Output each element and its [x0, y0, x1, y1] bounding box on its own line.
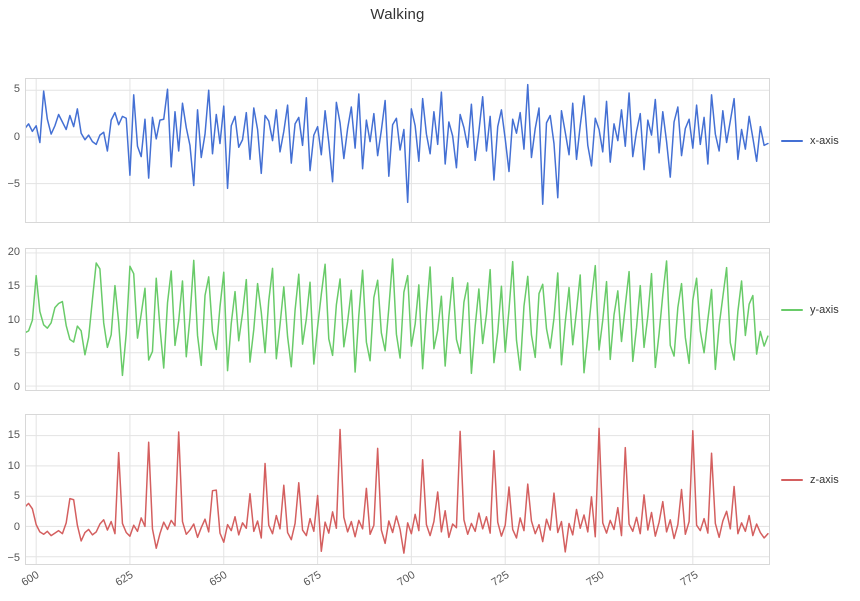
legend-line-icon [781, 139, 803, 142]
x-tick-label: 775 [678, 569, 700, 589]
x-tick-label: 625 [113, 569, 136, 589]
y-tick-label: 10 [7, 313, 20, 326]
legend-y-axis: y-axis [781, 304, 839, 316]
subplot-x-axis [25, 78, 770, 223]
x-tick-label: 750 [583, 569, 606, 589]
y-tick-label: −5 [7, 178, 20, 191]
legend-label: y-axis [810, 303, 839, 316]
legend-line-icon [781, 478, 803, 481]
legend-label: x-axis [810, 134, 839, 147]
y-tick-label: 5 [13, 347, 20, 360]
chart-title: Walking [370, 6, 425, 23]
y-tick-label: 15 [7, 428, 20, 441]
x-tick-label: 725 [489, 569, 512, 589]
y-tick-label: 10 [7, 459, 20, 472]
line-chart-z-axis [26, 415, 769, 564]
legend-line-icon [781, 308, 803, 311]
y-tick-label: 5 [13, 490, 20, 503]
y-tick-label: 0 [13, 380, 20, 393]
y-tick-label: 15 [7, 279, 20, 292]
legend-z-axis: z-axis [781, 474, 839, 486]
x-tick-label: 600 [19, 569, 42, 589]
y-tick-label: 0 [13, 520, 20, 533]
x-tick-label: 675 [301, 569, 324, 589]
line-chart-y-axis [26, 249, 769, 390]
subplot-y-axis [25, 248, 770, 391]
y-tick-label: −5 [7, 551, 20, 564]
x-tick-label: 650 [207, 569, 230, 589]
subplot-z-axis [25, 414, 770, 565]
y-tick-label: 0 [13, 130, 20, 143]
legend-x-axis: x-axis [781, 135, 839, 147]
legend-label: z-axis [810, 473, 839, 486]
y-tick-label: 20 [7, 246, 20, 259]
line-chart-x-axis [26, 79, 769, 222]
y-tick-label: 5 [13, 83, 20, 96]
x-tick-label: 700 [395, 569, 418, 589]
